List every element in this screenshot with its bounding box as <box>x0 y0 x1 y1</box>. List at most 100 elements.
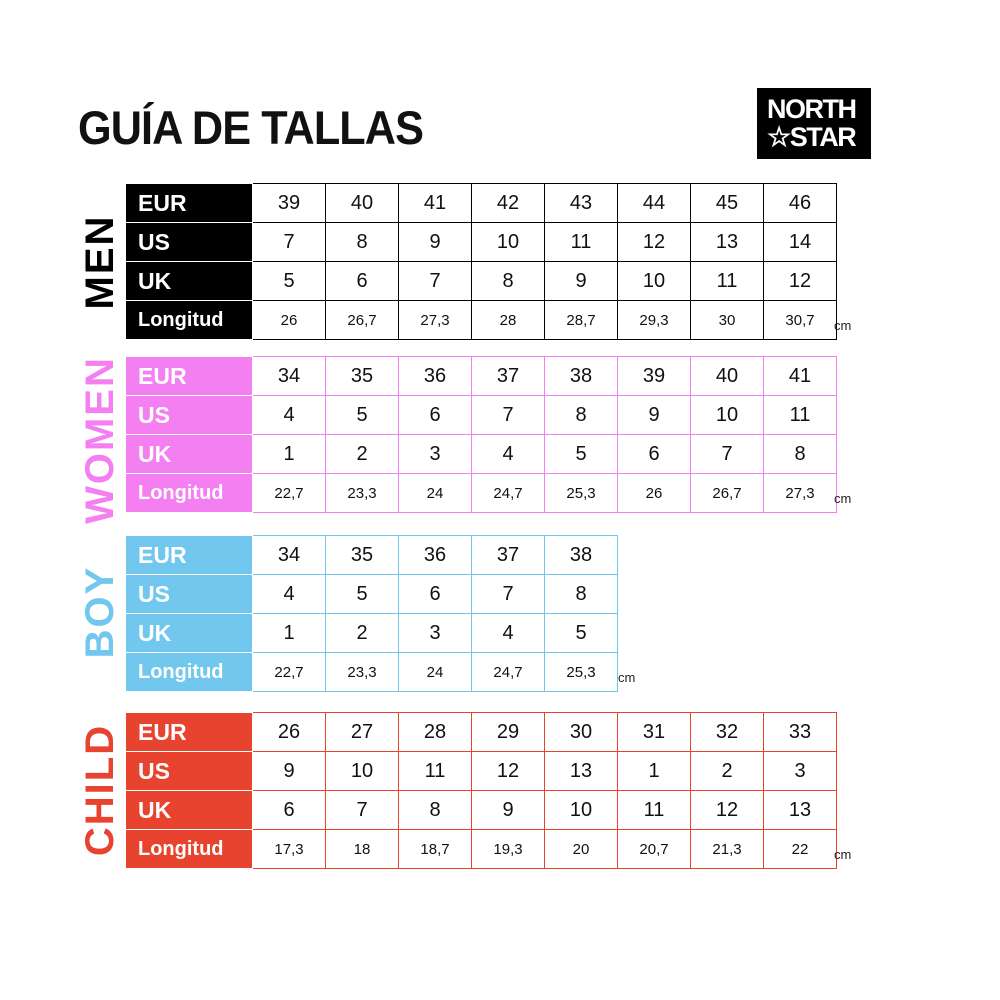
size-cell: 12 <box>690 790 764 830</box>
size-cell: 32 <box>690 712 764 752</box>
size-cell: 40 <box>690 356 764 396</box>
size-cell: 5 <box>252 261 326 301</box>
size-cell: 46 <box>763 183 837 223</box>
size-cell: 8 <box>398 790 472 830</box>
size-cell: 9 <box>544 261 618 301</box>
size-cell: 13 <box>544 751 618 791</box>
table-row: Longitud 22,7 23,3 24 24,7 25,3 26 26,7 27,3 <box>125 473 837 513</box>
size-cell: 6 <box>398 395 472 435</box>
size-cell: 1 <box>252 613 326 653</box>
size-cell: 12 <box>617 222 691 262</box>
size-cell: 9 <box>398 222 472 262</box>
row-label: US <box>125 751 253 791</box>
section-label: CHILD <box>78 723 122 857</box>
size-cell: 38 <box>544 535 618 575</box>
size-cell: 5 <box>325 574 399 614</box>
section-label: WOMEN <box>78 356 122 524</box>
north-star-logo: NORTH ☆STAR <box>757 88 871 159</box>
size-cell: 20 <box>544 829 618 869</box>
section-label: MEN <box>78 214 122 310</box>
size-cell: 21,3 <box>690 829 764 869</box>
size-table: EUR 34 35 36 37 38 39 40 41 US 4 5 6 7 8 9 10 11 UK 1 2 3 4 5 6 7… <box>125 356 837 513</box>
size-cell: 22,7 <box>252 473 326 513</box>
size-cell: 8 <box>325 222 399 262</box>
size-cell: 26,7 <box>690 473 764 513</box>
size-cell: 30 <box>690 300 764 340</box>
table-row: US 7 8 9 10 11 12 13 14 <box>125 222 837 262</box>
size-cell: 8 <box>763 434 837 474</box>
size-cell: 8 <box>471 261 545 301</box>
size-cell: 24,7 <box>471 652 545 692</box>
table-row: UK 5 6 7 8 9 10 11 12 <box>125 261 837 301</box>
table-row: EUR 34 35 36 37 38 <box>125 535 618 575</box>
size-cell: 7 <box>471 395 545 435</box>
size-cell: 9 <box>617 395 691 435</box>
size-cell: 6 <box>617 434 691 474</box>
size-cell: 8 <box>544 395 618 435</box>
row-label: UK <box>125 790 253 830</box>
table-row: Longitud 26 26,7 27,3 28 28,7 29,3 30 30,7 <box>125 300 837 340</box>
size-cell: 5 <box>544 613 618 653</box>
size-cell: 25,3 <box>544 473 618 513</box>
size-cell: 36 <box>398 356 472 396</box>
size-cell: 10 <box>325 751 399 791</box>
size-cell: 10 <box>690 395 764 435</box>
size-cell: 42 <box>471 183 545 223</box>
size-cell: 23,3 <box>325 473 399 513</box>
table-row: UK 1 2 3 4 5 6 7 8 <box>125 434 837 474</box>
unit-label: cm <box>834 491 852 506</box>
size-cell: 11 <box>763 395 837 435</box>
size-cell: 1 <box>252 434 326 474</box>
size-cell: 5 <box>325 395 399 435</box>
row-label: US <box>125 574 253 614</box>
size-cell: 13 <box>690 222 764 262</box>
size-cell: 5 <box>544 434 618 474</box>
size-cell: 31 <box>617 712 691 752</box>
size-cell: 11 <box>544 222 618 262</box>
size-cell: 18 <box>325 829 399 869</box>
size-cell: 7 <box>690 434 764 474</box>
size-cell: 3 <box>398 434 472 474</box>
size-cell: 41 <box>763 356 837 396</box>
size-cell: 30 <box>544 712 618 752</box>
table-row: US 4 5 6 7 8 <box>125 574 618 614</box>
size-cell: 9 <box>471 790 545 830</box>
size-cell: 39 <box>617 356 691 396</box>
table-row: EUR 34 35 36 37 38 39 40 41 <box>125 356 837 396</box>
size-table: EUR 34 35 36 37 38 US 4 5 6 7 8 UK 1 2 3 4 5 Longitud 22,7 2… <box>125 535 618 692</box>
section-label: BOY <box>78 565 122 659</box>
size-cell: 2 <box>325 434 399 474</box>
logo-line-1: NORTH <box>767 94 857 124</box>
size-cell: 7 <box>325 790 399 830</box>
size-cell: 11 <box>617 790 691 830</box>
size-cell: 28 <box>471 300 545 340</box>
size-cell: 41 <box>398 183 472 223</box>
size-cell: 43 <box>544 183 618 223</box>
size-cell: 35 <box>325 535 399 575</box>
size-cell: 33 <box>763 712 837 752</box>
size-cell: 9 <box>252 751 326 791</box>
size-cell: 26 <box>252 712 326 752</box>
unit-label: cm <box>834 847 852 862</box>
size-cell: 40 <box>325 183 399 223</box>
size-cell: 29 <box>471 712 545 752</box>
size-cell: 28 <box>398 712 472 752</box>
table-row: UK 6 7 8 9 10 11 12 13 <box>125 790 837 830</box>
table-row: US 9 10 11 12 13 1 2 3 <box>125 751 837 791</box>
size-cell: 18,7 <box>398 829 472 869</box>
size-table: EUR 26 27 28 29 30 31 32 33 US 9 10 11 12 13 1 2 3 UK 6 7 8 9 1… <box>125 712 837 869</box>
size-cell: 34 <box>252 356 326 396</box>
size-cell: 30,7 <box>763 300 837 340</box>
size-cell: 37 <box>471 535 545 575</box>
size-cell: 6 <box>325 261 399 301</box>
size-cell: 27,3 <box>398 300 472 340</box>
size-table: EUR 39 40 41 42 43 44 45 46 US 7 8 9 10 11 12 13 14 UK 5 6 7 8… <box>125 183 837 340</box>
size-cell: 7 <box>398 261 472 301</box>
table-row: EUR 39 40 41 42 43 44 45 46 <box>125 183 837 223</box>
size-cell: 24 <box>398 473 472 513</box>
size-cell: 10 <box>617 261 691 301</box>
page-title: GUÍA DE TALLAS <box>78 101 424 154</box>
row-label: UK <box>125 434 253 474</box>
row-label: US <box>125 395 253 435</box>
size-cell: 29,3 <box>617 300 691 340</box>
